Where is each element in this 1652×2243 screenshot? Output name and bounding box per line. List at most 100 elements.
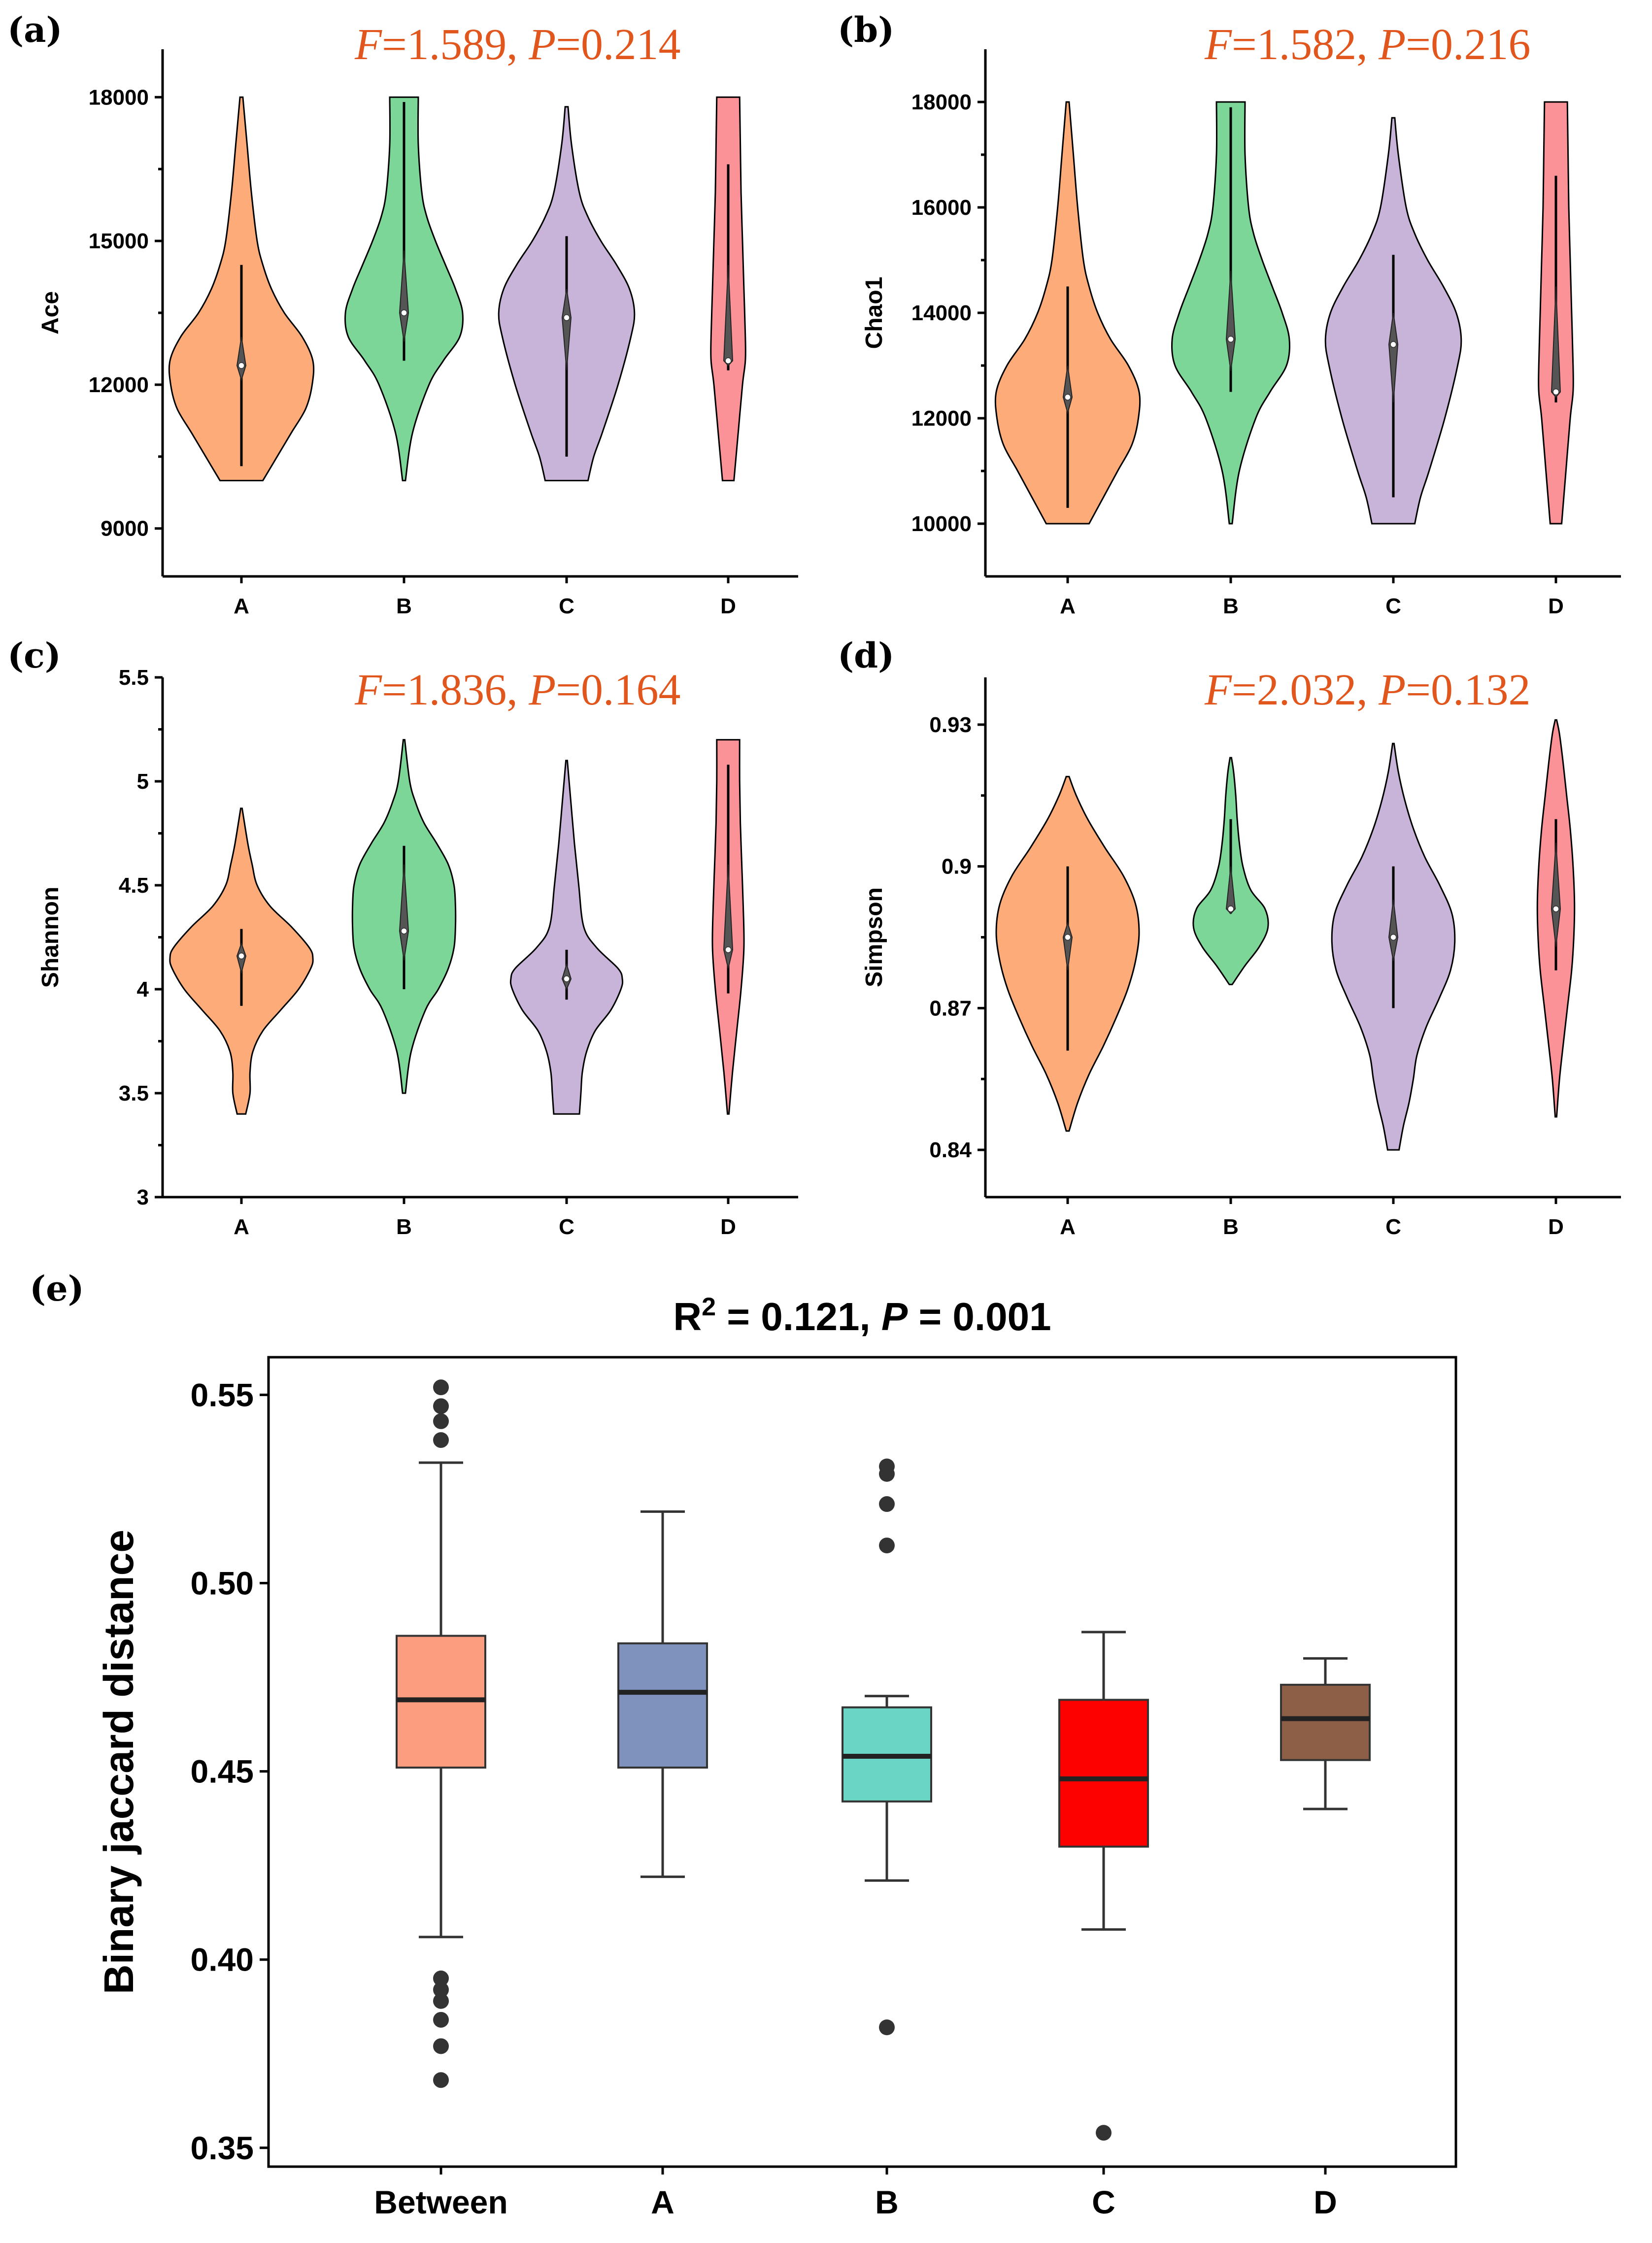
x-tick-label: B (1223, 594, 1239, 618)
x-tick-label: A (1060, 594, 1076, 618)
violin-group-A (168, 96, 315, 481)
violin-group-D (1536, 719, 1576, 1118)
x-tick-label: B (396, 594, 412, 618)
violin-group-A (169, 807, 314, 1115)
violin-iqr-box (399, 864, 409, 961)
panel-label: (d) (838, 635, 894, 676)
y-tick-label: 12000 (911, 406, 972, 431)
iqr-box (1280, 1683, 1371, 1761)
title-r: R (673, 1295, 702, 1339)
violin-iqr-box (1551, 842, 1561, 947)
y-tick-label: 0.93 (929, 713, 972, 737)
outlier-point (433, 2038, 449, 2054)
outlier-point (433, 1970, 449, 1986)
y-tick-label: 5 (137, 770, 149, 794)
violin-group-A (994, 101, 1141, 525)
y-tick-label: 18000 (911, 90, 972, 114)
x-tick-label: D (1548, 594, 1564, 618)
p-value: =0.214 (556, 20, 680, 69)
f-value: =1.589, (382, 20, 529, 69)
violin-group-A (995, 775, 1140, 1132)
stat-annotation: F=1.582, P=0.216 (1204, 20, 1531, 69)
violin-median-point (1227, 335, 1234, 343)
title-end: = 0.001 (908, 1295, 1051, 1339)
outlier-point (433, 2072, 449, 2088)
panel-label: (c) (7, 635, 61, 676)
x-tick-label: D (720, 594, 736, 618)
y-tick-label: 3.5 (119, 1081, 149, 1105)
iqr-box (617, 1642, 708, 1769)
y-tick-label: 14000 (911, 301, 972, 325)
x-tick-label: C (1385, 594, 1401, 618)
x-tick-label: C (1385, 1215, 1401, 1239)
y-tick-label: 4 (137, 977, 149, 1002)
violin-iqr-box (723, 265, 734, 367)
y-tick-label: 0.87 (929, 996, 972, 1020)
y-tick-label: 9000 (101, 517, 149, 541)
violin-median-point (1064, 934, 1071, 941)
violin-median-point (401, 309, 407, 316)
violin-iqr-box (1225, 866, 1236, 915)
box-group-b (842, 1458, 932, 2036)
violin-median-point (563, 314, 570, 321)
violin-median-point (725, 946, 732, 953)
box-group-a (617, 1510, 708, 1878)
violin-group-D (710, 96, 746, 481)
violin-body (509, 760, 624, 1115)
y-tick-label: 10000 (911, 512, 972, 536)
panel-b: (b) F=1.582, P=0.216 10000 12000 14000 16000 1… (838, 9, 1621, 618)
violin-median-point (238, 952, 245, 960)
violin-median-point (563, 975, 570, 982)
f-symbol: F (354, 666, 382, 714)
x-tick-label: Between (374, 2184, 507, 2220)
violin-iqr-box (1388, 899, 1399, 961)
panel-label: (e) (30, 1268, 84, 1309)
chart-title: R2 = 0.121, P = 0.001 (673, 1293, 1051, 1339)
x-tick-label: A (234, 1215, 249, 1239)
box-group-d (1280, 1657, 1371, 1810)
p-symbol: P (1378, 666, 1406, 714)
iqr-box (1058, 1699, 1149, 1848)
violin-median-point (1390, 341, 1397, 348)
y-axis-label: Simpson (861, 887, 887, 987)
outlier-point (433, 1432, 449, 1448)
x-tick-label: B (1223, 1215, 1239, 1239)
violin-iqr-box (236, 336, 247, 382)
violin-group-C (1324, 117, 1462, 525)
violin-group-B (344, 96, 464, 481)
panel-label: (b) (838, 9, 894, 50)
violin-iqr-box (561, 289, 572, 370)
stat-annotation: F=1.589, P=0.214 (354, 20, 681, 69)
violin-iqr-box (1062, 365, 1073, 415)
outlier-point (1096, 2125, 1112, 2141)
violin-median-point (1227, 905, 1234, 912)
plot-frame (267, 1356, 1457, 2168)
violin-median-point (725, 357, 732, 365)
x-tick-label: A (1060, 1215, 1076, 1239)
violin-iqr-box (1551, 286, 1561, 398)
p-value: =0.164 (556, 666, 680, 714)
outlier-point (879, 1466, 895, 1482)
y-tick-label: 0.84 (929, 1138, 972, 1162)
title-mid: = 0.121, (716, 1295, 881, 1339)
x-tick-label: D (1314, 2184, 1337, 2220)
outlier-point (433, 1993, 449, 2009)
x-tick-label: C (1092, 2184, 1115, 2220)
violin-group-D (1538, 101, 1574, 525)
outlier-point (433, 1379, 449, 1396)
violin-group-B (1171, 101, 1291, 525)
f-symbol: F (1204, 666, 1232, 714)
f-symbol: F (354, 20, 382, 69)
y-tick-label: 0.50 (191, 1565, 254, 1602)
x-tick-label: C (559, 1215, 574, 1239)
violin-iqr-box (723, 864, 734, 969)
y-tick-label: 4.5 (119, 873, 149, 898)
x-tick-label: A (651, 2184, 674, 2220)
y-tick-label: 15000 (89, 229, 149, 253)
outlier-point (879, 1496, 895, 1512)
panel-c: (c) F=1.836, P=0.164 3 3.5 4 4.5 5 5.5 Shannon A B… (7, 635, 798, 1239)
title-p-symbol: P (881, 1295, 908, 1339)
y-tick-label: 5.5 (119, 666, 149, 690)
p-value: =0.216 (1406, 20, 1530, 69)
